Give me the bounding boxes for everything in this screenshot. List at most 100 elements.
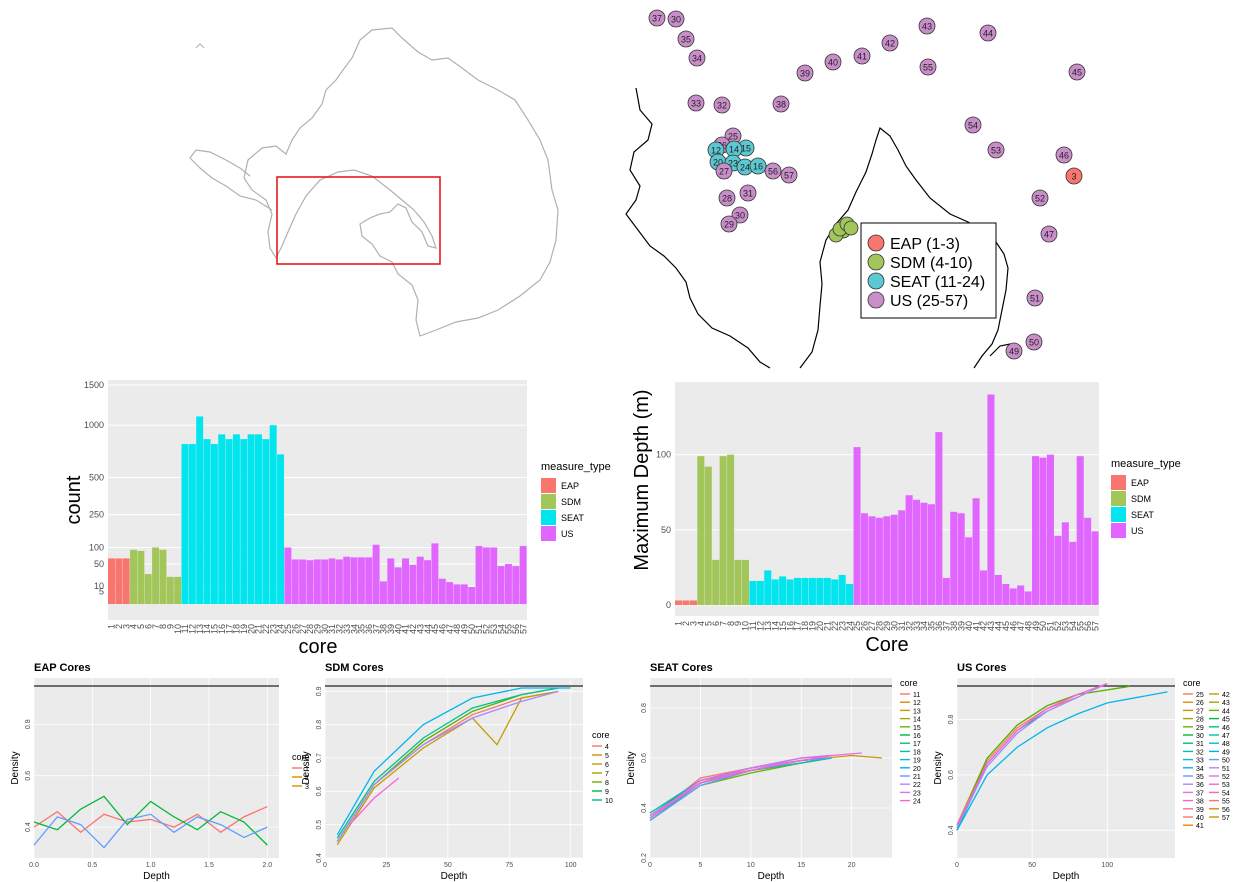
count-bar xyxy=(438,578,446,604)
density-series-line xyxy=(336,687,571,835)
count-bar xyxy=(313,559,321,604)
core-marker: 49 xyxy=(1005,342,1023,360)
density-x-tick-label: 0.0 xyxy=(29,862,39,869)
count-bar xyxy=(210,444,218,604)
core-marker-dot xyxy=(687,94,705,112)
core-marker: 34 xyxy=(688,49,706,67)
count-bar xyxy=(247,434,255,604)
depth-x-tick-label: 49 xyxy=(1031,621,1041,631)
core-marker-label: 44 xyxy=(983,29,993,39)
core-marker-dot xyxy=(1068,63,1086,81)
count-x-tick-label: 14 xyxy=(202,624,212,634)
density-x-tick-label: 50 xyxy=(1028,862,1036,869)
count-legend-title: measure_type xyxy=(541,461,611,473)
core-marker-label: 42 xyxy=(885,39,895,49)
density-x-tick-label: 1.0 xyxy=(146,862,156,869)
count-bar xyxy=(482,547,490,604)
density-legend-label: 7 xyxy=(605,771,609,778)
core-marker-label: 24 xyxy=(740,163,750,173)
count-bar xyxy=(409,564,417,604)
count-bar xyxy=(108,558,115,604)
depth-bar xyxy=(808,577,816,605)
core-marker-label: 37 xyxy=(652,14,662,24)
density-legend-label: 22 xyxy=(913,782,921,789)
core-marker-label: 41 xyxy=(857,52,867,62)
density-legend-title: core xyxy=(292,752,310,762)
depth-bar xyxy=(965,537,973,605)
density-legend-label: 28 xyxy=(1196,717,1204,724)
depth-x-tick-label: 41 xyxy=(971,621,981,631)
antarctica-overview-map xyxy=(189,27,559,337)
core-marker: 44 xyxy=(979,24,997,42)
core-marker-label: 34 xyxy=(692,54,702,64)
depth-legend-swatch xyxy=(1111,491,1126,506)
depth-bar xyxy=(942,577,950,605)
depth-x-tick-label: 15 xyxy=(778,621,788,631)
core-marker-label: 40 xyxy=(828,58,838,68)
core-marker: 32 xyxy=(713,96,731,114)
core-marker: 37 xyxy=(648,9,666,27)
depth-legend-label: US xyxy=(1131,526,1144,536)
depth-x-tick-label: 48 xyxy=(1023,621,1033,631)
depth-x-tick-label: 54 xyxy=(1068,621,1078,631)
count-x-tick-label: 25 xyxy=(283,624,293,634)
density-legend-label: 45 xyxy=(1222,717,1230,724)
count-x-tick-label: 18 xyxy=(232,624,242,634)
count-bar xyxy=(343,556,351,604)
core-marker-label: 15 xyxy=(741,144,751,154)
depth-x-tick-label: 51 xyxy=(1046,621,1056,631)
core-marker-dot xyxy=(1040,225,1058,243)
depth-bar xyxy=(860,513,869,605)
count-bar xyxy=(504,564,512,604)
count-x-tick-label: 36 xyxy=(364,624,374,634)
count-bar xyxy=(497,566,505,604)
core-marker-dot xyxy=(853,47,871,65)
count-legend-label: EAP xyxy=(561,481,579,491)
count-x-tick-label: 17 xyxy=(224,624,234,634)
core-marker-label: 52 xyxy=(1035,194,1045,204)
density-series-line xyxy=(336,687,559,839)
depth-x-tick-label: 12 xyxy=(756,621,766,631)
density-legend-label: 48 xyxy=(1222,741,1230,748)
depth-bar xyxy=(957,513,965,605)
core-marker-dot xyxy=(1065,167,1083,185)
density-y-tick-label: 0.6 xyxy=(25,771,32,781)
count-x-tick-label: 6 xyxy=(143,624,153,629)
depth-bar xyxy=(875,517,883,605)
depth-legend-label: SEAT xyxy=(1131,510,1154,520)
core-marker-label: 12 xyxy=(711,146,721,156)
depth-x-tick-label: 37 xyxy=(942,621,952,631)
density-legend-label: 26 xyxy=(1196,700,1204,707)
count-y-tick-label: 500 xyxy=(89,473,104,483)
core-marker: 41 xyxy=(853,47,871,65)
depth-bar xyxy=(846,583,854,605)
core-marker-dot xyxy=(796,64,814,82)
depth-x-tick-label: 47 xyxy=(1016,621,1026,631)
depth-bar xyxy=(935,432,943,605)
depth-bar xyxy=(979,570,988,605)
depth-x-tick-label: 50 xyxy=(1038,621,1048,631)
density-series-line xyxy=(33,805,268,834)
density-y-tick-label: 0.4 xyxy=(641,803,648,813)
density-legend-label: 17 xyxy=(913,741,921,748)
core-marker-label: 53 xyxy=(991,146,1001,156)
depth-x-tick-label: 3 xyxy=(689,621,699,626)
count-y-tick-label: 100 xyxy=(89,542,104,552)
count-legend-swatch xyxy=(541,494,556,509)
core-marker-dot xyxy=(677,30,695,48)
depth-bar xyxy=(1069,541,1077,605)
density-x-tick-label: 2.0 xyxy=(262,862,272,869)
density-legend-label: 34 xyxy=(1196,766,1204,773)
count-bar xyxy=(115,558,123,604)
density-legend-label: 25 xyxy=(1196,692,1204,699)
count-x-tick-label: 28 xyxy=(305,624,315,634)
count-legend-swatch xyxy=(541,510,556,525)
depth-bar xyxy=(1084,517,1092,605)
depth-bar xyxy=(719,456,727,605)
core-marker: 50 xyxy=(1025,333,1043,351)
core-marker: 35 xyxy=(677,30,695,48)
core-marker-dot xyxy=(772,95,790,113)
core-marker-label: 32 xyxy=(717,101,727,111)
density-legend-label: 38 xyxy=(1196,799,1204,806)
